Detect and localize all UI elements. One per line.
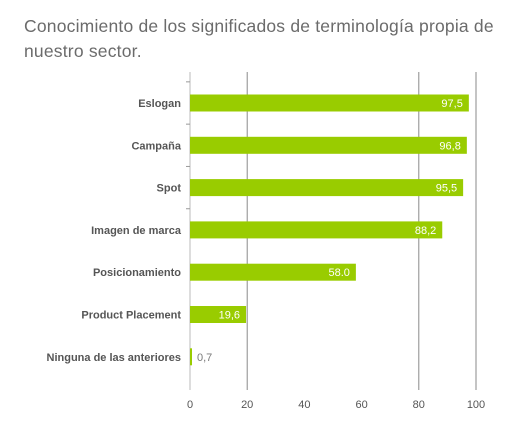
category-label: Ninguna de las anteriores [47, 352, 181, 364]
y-axis [186, 72, 191, 390]
x-axis-ticks: 0 20 40 60 80 100 [187, 399, 485, 411]
x-tick-label: 100 [467, 399, 485, 411]
x-tick-label: 20 [241, 399, 253, 411]
value-label: 19,6 [219, 310, 240, 322]
value-label: 0,7 [197, 352, 212, 364]
x-tick-label: 0 [187, 399, 193, 411]
bar [190, 306, 247, 323]
bar [190, 136, 467, 154]
bar [190, 221, 443, 239]
x-tick-label: 60 [355, 399, 367, 411]
bar [190, 263, 356, 281]
category-label: Spot [157, 183, 182, 195]
x-tick-label: 80 [413, 399, 425, 411]
category-label: Product Placement [81, 310, 181, 322]
category-label: Imagen de marca [91, 225, 182, 237]
bars [190, 94, 469, 366]
category-label: Posicionamiento [93, 267, 181, 279]
x-tick-label: 40 [298, 399, 310, 411]
bar [190, 348, 193, 366]
category-labels: Eslogan Campaña Spot Imagen de marca Posicio… [47, 98, 182, 364]
bar [190, 94, 469, 112]
value-label: 96,8 [439, 140, 460, 152]
value-labels: 97,5 96,8 95,5 88,2 58.0 19,6 0,7 [197, 98, 463, 364]
value-label: 88,2 [415, 225, 436, 237]
value-label: 58.0 [328, 267, 349, 279]
value-label: 95,5 [436, 183, 457, 195]
category-label: Campaña [131, 140, 181, 152]
chart-title: Conocimiento de los significados de term… [24, 16, 494, 61]
value-label: 97,5 [441, 98, 462, 110]
bar [190, 179, 464, 197]
category-label: Eslogan [138, 98, 181, 110]
